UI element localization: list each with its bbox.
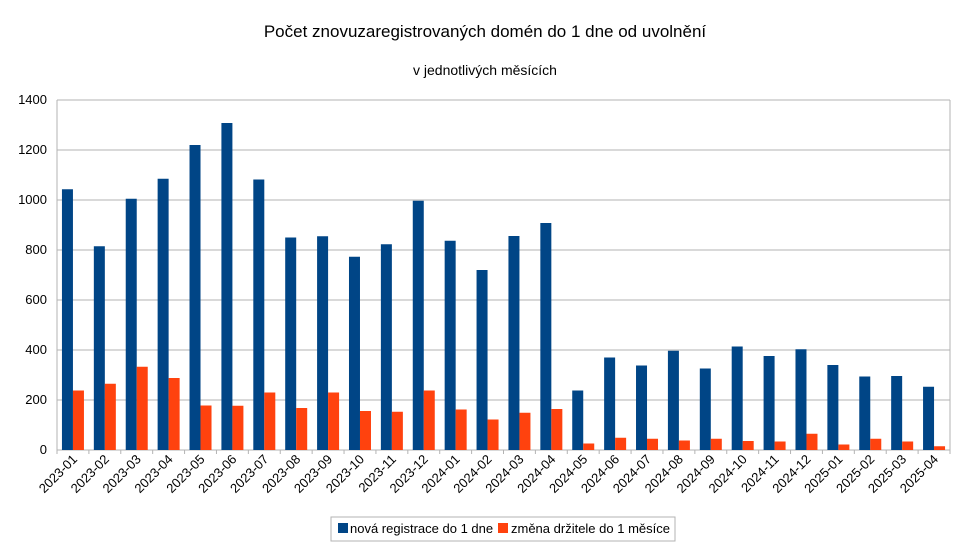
x-axis-ticks: 2023-012023-022023-032023-042023-052023-… [36,452,941,496]
bar [232,405,244,450]
bar [221,123,233,450]
bar [678,440,690,450]
bar [742,441,754,450]
bar [604,357,616,450]
bar [157,178,169,450]
legend-swatch-series-2 [498,523,508,533]
y-tick-label: 400 [25,342,47,357]
legend-label-series-2: změna držitele do 1 měsíce [511,521,670,536]
bar [136,366,148,450]
bar [476,270,488,450]
bar [455,409,467,450]
bar [264,392,276,450]
chart-subtitle: v jednotlivých měsících [413,62,557,78]
bar [636,365,648,450]
bar [891,376,903,450]
bar [827,365,839,450]
bar [93,246,105,450]
bar [125,198,137,450]
chart-title: Počet znovuzaregistrovaných domén do 1 d… [264,22,707,41]
y-tick-label: 1400 [18,92,47,107]
y-tick-label: 1200 [18,142,47,157]
bar [572,390,584,450]
bar [519,412,531,450]
bar [710,438,722,450]
bar [391,411,403,450]
legend-label-series-1: nová registrace do 1 dne [350,521,493,536]
bar [870,438,882,450]
gridlines [56,99,951,454]
bar [551,409,563,450]
bar [731,346,743,450]
bar [317,236,329,450]
bar [859,376,871,450]
bar [380,244,392,450]
bar [615,437,627,450]
bar [328,392,340,450]
bar [72,390,84,450]
bar [168,378,180,450]
y-tick-label: 1000 [18,192,47,207]
bar [359,411,371,450]
y-axis-ticks: 0 200 400 600 800 1000 1200 1400 [18,92,47,457]
bar [667,350,679,450]
y-tick-label: 200 [25,392,47,407]
bar [61,189,73,450]
legend-swatch-series-1 [338,523,348,533]
bar [348,256,360,450]
legend: nová registrace do 1 dne změna držitele … [330,516,676,542]
bar [253,179,265,450]
bar [583,443,595,450]
bar [487,419,499,450]
bar [296,408,308,450]
bar [902,441,914,450]
bar [923,386,935,450]
bar [444,240,456,450]
bar [412,200,424,450]
bar [774,441,786,450]
y-tick-label: 600 [25,292,47,307]
bar [934,446,946,450]
bar [508,236,520,450]
bar [200,405,212,450]
bar [838,444,850,450]
bar [806,433,818,450]
y-tick-label: 800 [25,242,47,257]
bar [285,237,297,450]
bar [699,368,711,450]
bar [647,438,659,450]
bar [795,349,807,450]
bar [423,390,435,450]
bar [763,356,775,450]
bar [540,223,552,450]
bar [104,383,116,450]
y-tick-label: 0 [40,442,47,457]
bars [61,123,946,450]
bar [189,145,201,450]
